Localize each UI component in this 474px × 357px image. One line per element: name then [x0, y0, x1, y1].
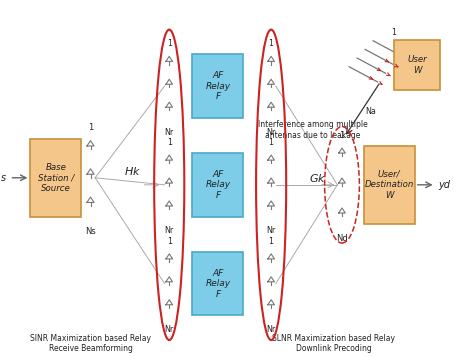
Text: $\mathbf{\mathit{Hk}}$: $\mathbf{\mathit{Hk}}$ — [124, 165, 141, 177]
FancyBboxPatch shape — [192, 153, 243, 217]
Text: User/
Destination
W: User/ Destination W — [365, 170, 414, 200]
FancyBboxPatch shape — [364, 146, 415, 223]
Text: User
W: User W — [407, 55, 427, 75]
Text: Nd: Nd — [336, 234, 348, 243]
Text: 1: 1 — [167, 236, 172, 246]
Text: AF
Relay
F: AF Relay F — [205, 71, 230, 101]
Text: 1: 1 — [167, 138, 172, 147]
Text: 1: 1 — [269, 236, 273, 246]
FancyBboxPatch shape — [192, 54, 243, 118]
Text: 1: 1 — [339, 131, 345, 140]
Text: 1: 1 — [167, 39, 172, 48]
Text: Na: Na — [365, 107, 376, 116]
Text: 1: 1 — [269, 39, 273, 48]
Text: s: s — [0, 173, 6, 183]
FancyBboxPatch shape — [394, 40, 440, 90]
Text: Interference among multiple
antennas due to leakage: Interference among multiple antennas due… — [258, 120, 368, 140]
Text: AF
Relay
F: AF Relay F — [205, 269, 230, 298]
Text: SINR Maximization based Relay
Receive Beamforming: SINR Maximization based Relay Receive Be… — [30, 334, 151, 353]
Text: 1: 1 — [269, 138, 273, 147]
Text: $\mathbf{\mathit{Gk}}$: $\mathbf{\mathit{Gk}}$ — [309, 172, 326, 184]
Text: Nr: Nr — [266, 325, 276, 334]
Text: AF
Relay
F: AF Relay F — [205, 170, 230, 200]
Text: yd: yd — [438, 180, 450, 190]
FancyBboxPatch shape — [192, 252, 243, 315]
FancyBboxPatch shape — [30, 139, 81, 217]
Text: Nr: Nr — [266, 226, 276, 236]
Text: Ns: Ns — [85, 227, 96, 236]
Text: Base
Station /
Source: Base Station / Source — [37, 163, 74, 193]
Text: Nr: Nr — [266, 128, 276, 137]
Text: Nr: Nr — [164, 128, 174, 137]
Text: 1: 1 — [392, 27, 396, 37]
Text: 1: 1 — [88, 123, 93, 132]
Text: Nr: Nr — [164, 325, 174, 334]
Text: SLNR Maximization based Relay
Downlink Precoding: SLNR Maximization based Relay Downlink P… — [272, 334, 395, 353]
Text: Nr: Nr — [164, 226, 174, 236]
